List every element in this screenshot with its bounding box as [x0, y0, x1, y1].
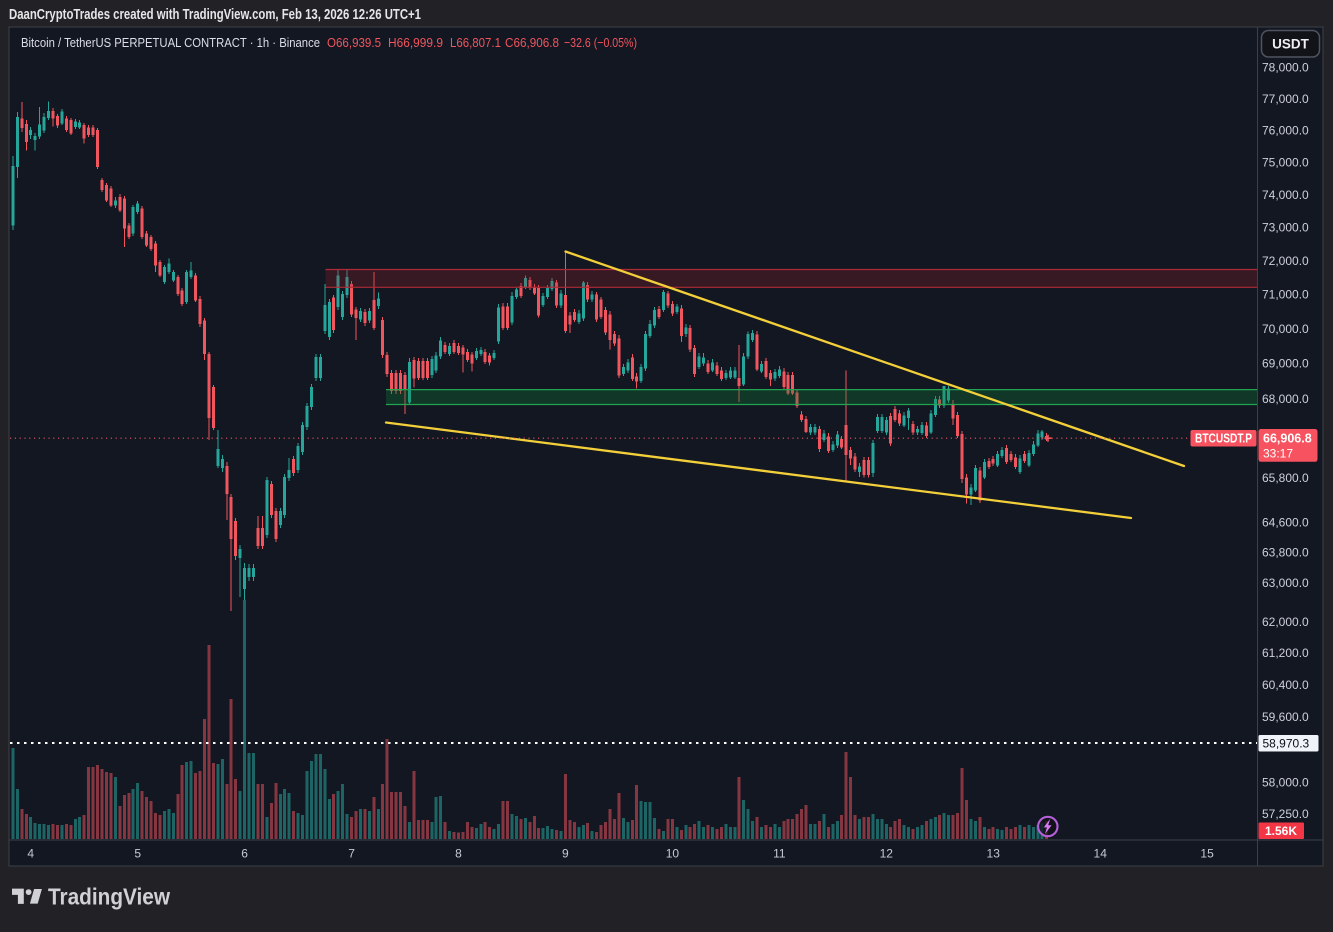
svg-text:58,000.0: 58,000.0 [1262, 776, 1309, 790]
svg-text:6: 6 [241, 847, 248, 861]
svg-text:70,000.0: 70,000.0 [1262, 322, 1309, 336]
svg-text:58,970.3: 58,970.3 [1263, 736, 1310, 750]
svg-text:−32.6 (−0.05%): −32.6 (−0.05%) [564, 35, 637, 50]
svg-text:13: 13 [987, 847, 1001, 861]
svg-text:TradingView: TradingView [48, 884, 171, 910]
svg-text:75,000.0: 75,000.0 [1262, 155, 1309, 169]
svg-text:62,000.0: 62,000.0 [1262, 615, 1309, 629]
svg-text:Bitcoin / TetherUS PERPETUAL C: Bitcoin / TetherUS PERPETUAL CONTRACT · … [21, 35, 320, 50]
svg-text:10: 10 [666, 847, 680, 861]
svg-text:8: 8 [455, 847, 462, 861]
svg-text:65,800.0: 65,800.0 [1262, 471, 1309, 485]
svg-text:78,000.0: 78,000.0 [1262, 61, 1309, 75]
svg-text:O66,939.5: O66,939.5 [327, 35, 381, 50]
svg-text:12: 12 [880, 847, 894, 861]
svg-text:4: 4 [27, 847, 34, 861]
svg-text:C66,906.8: C66,906.8 [505, 35, 559, 50]
svg-text:14: 14 [1094, 847, 1108, 861]
svg-text:USDT: USDT [1272, 37, 1310, 52]
svg-text:72,000.0: 72,000.0 [1262, 254, 1309, 268]
svg-text:15: 15 [1200, 847, 1214, 861]
svg-text:H66,999.9: H66,999.9 [388, 35, 443, 50]
svg-text:61,200.0: 61,200.0 [1262, 646, 1309, 660]
svg-text:74,000.0: 74,000.0 [1262, 188, 1309, 202]
svg-text:11: 11 [773, 847, 786, 861]
svg-text:L66,807.1: L66,807.1 [450, 35, 501, 50]
svg-text:68,000.0: 68,000.0 [1262, 392, 1309, 406]
svg-text:63,000.0: 63,000.0 [1262, 576, 1309, 590]
svg-text:66,906.8: 66,906.8 [1263, 431, 1312, 445]
svg-text:76,000.0: 76,000.0 [1262, 123, 1309, 137]
svg-text:5: 5 [134, 847, 141, 861]
svg-text:63,800.0: 63,800.0 [1262, 546, 1309, 560]
svg-text:73,000.0: 73,000.0 [1262, 221, 1309, 235]
svg-text:77,000.0: 77,000.0 [1262, 92, 1309, 106]
svg-text:57,250.0: 57,250.0 [1262, 807, 1309, 821]
svg-text:9: 9 [562, 847, 569, 861]
svg-text:DaanCryptoTrades created with: DaanCryptoTrades created with TradingVie… [9, 7, 421, 23]
svg-text:33:17: 33:17 [1263, 447, 1293, 461]
svg-text:71,000.0: 71,000.0 [1262, 288, 1309, 302]
svg-text:60,400.0: 60,400.0 [1262, 678, 1309, 692]
svg-text:69,000.0: 69,000.0 [1262, 357, 1309, 371]
svg-text:1.56K: 1.56K [1265, 824, 1297, 838]
svg-text:59,600.0: 59,600.0 [1262, 710, 1309, 724]
svg-text:7: 7 [348, 847, 355, 861]
svg-text:64,600.0: 64,600.0 [1262, 516, 1309, 530]
svg-text:BTCUSDT.P: BTCUSDT.P [1195, 432, 1252, 446]
